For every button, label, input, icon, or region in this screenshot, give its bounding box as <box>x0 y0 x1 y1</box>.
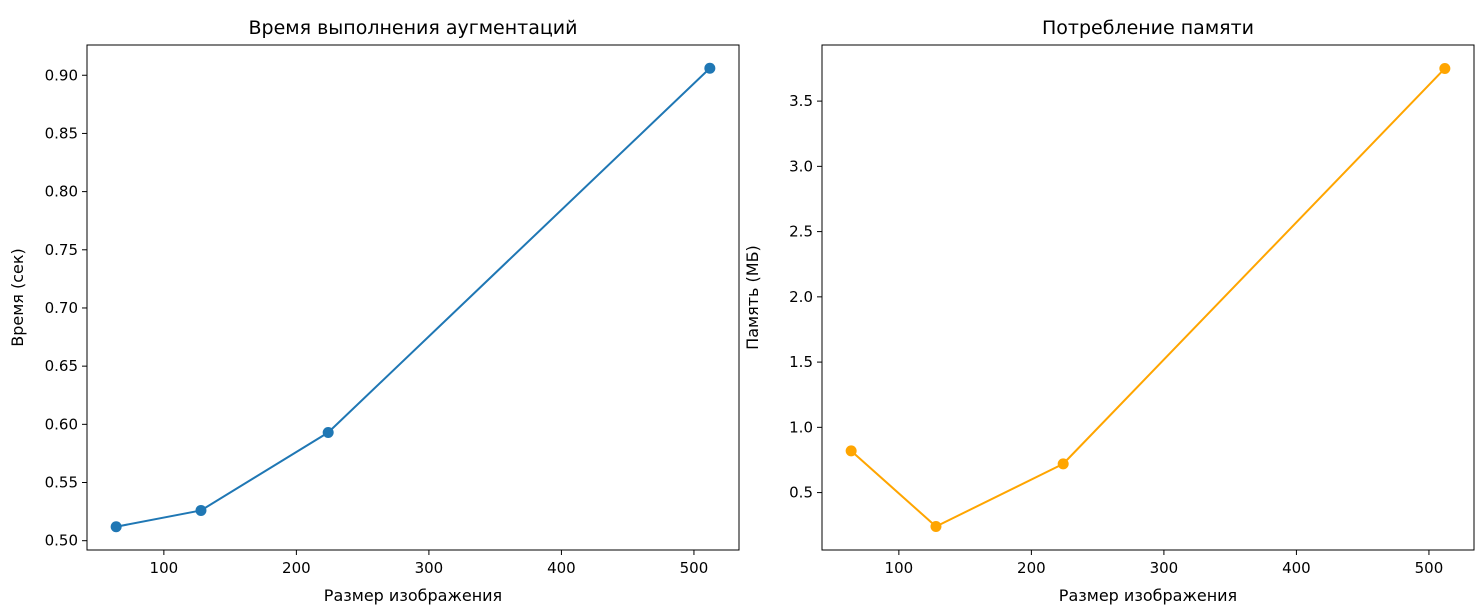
y-tick-label: 0.90 <box>45 66 78 84</box>
data-point <box>322 426 334 438</box>
y-tick-label: 2.5 <box>789 223 813 241</box>
x-tick-label: 300 <box>415 559 444 577</box>
y-tick-label: 0.85 <box>45 124 78 142</box>
y-tick-label: 0.80 <box>45 183 78 201</box>
x-tick-label: 200 <box>282 559 311 577</box>
x-tick-label: 200 <box>1017 559 1046 577</box>
y-tick-label: 0.55 <box>45 474 78 492</box>
x-tick-label: 400 <box>1282 559 1311 577</box>
y-axis-label: Время (сек) <box>8 248 27 347</box>
data-point <box>110 521 122 533</box>
x-tick-label: 300 <box>1150 559 1179 577</box>
data-point <box>704 62 716 74</box>
chart-memory-usage: 100 200 300 400 500 0.5 1.0 1.5 2.0 2.5 3.0 3.5 Потр… <box>743 17 1475 605</box>
y-tick-label: 2.0 <box>789 288 813 306</box>
y-axis-label: Память (МБ) <box>743 245 762 350</box>
y-tick-label: 1.5 <box>789 353 813 371</box>
x-tick-label: 400 <box>547 559 576 577</box>
x-axis-label: Размер изображения <box>1059 586 1237 605</box>
series-line <box>850 67 1446 528</box>
y-tick-label: 0.65 <box>45 357 78 375</box>
x-tick-label: 500 <box>680 559 709 577</box>
plot-frame <box>821 44 1475 551</box>
x-axis-label: Размер изображения <box>324 586 502 605</box>
data-point <box>195 504 207 516</box>
y-tick-label: 3.0 <box>789 157 813 175</box>
y-tick-label: 0.75 <box>45 241 78 259</box>
y-tick-label: 1.0 <box>789 418 813 436</box>
data-point <box>1057 458 1069 470</box>
y-tick-label: 3.5 <box>789 92 813 110</box>
x-tick-label: 100 <box>885 559 914 577</box>
chart-title: Потребление памяти <box>1042 17 1254 39</box>
data-point <box>845 445 857 457</box>
data-point <box>1439 62 1451 74</box>
y-tick-label: 0.60 <box>45 415 78 433</box>
chart-title: Время выполнения аугментаций <box>249 17 578 39</box>
y-tick-label: 0.5 <box>789 484 813 502</box>
plot-frame <box>86 44 740 551</box>
chart-execution-time: 100 200 300 400 500 0.50 0.55 0.60 0.65 0.70 0.75 0… <box>8 17 740 605</box>
x-tick-label: 100 <box>150 559 179 577</box>
y-tick-label: 0.50 <box>45 532 78 550</box>
y-tick-label: 0.70 <box>45 299 78 317</box>
x-tick-label: 500 <box>1415 559 1444 577</box>
data-point <box>930 521 942 533</box>
series-line <box>115 67 711 528</box>
